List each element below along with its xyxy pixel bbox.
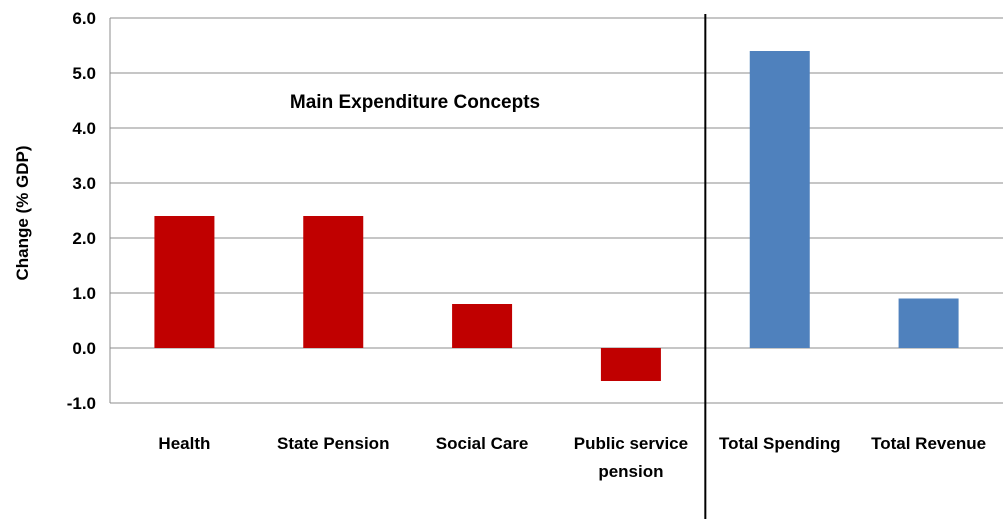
- x-category-label: Health: [158, 434, 210, 453]
- x-category-label: Total Spending: [719, 434, 841, 453]
- x-category-label: Total Revenue: [871, 434, 986, 453]
- x-category-label-line: pension: [598, 462, 663, 481]
- x-category-label-line: Public service: [574, 434, 688, 453]
- y-tick-label: 2.0: [72, 229, 96, 248]
- y-tick-labels: 6.0 5.0 4.0 3.0 2.0 1.0 0.0 -1.0: [67, 9, 96, 413]
- bar: [154, 216, 215, 348]
- x-category-label-line: Total Spending: [719, 434, 841, 453]
- x-category-label-line: State Pension: [277, 434, 389, 453]
- x-category-label-line: Total Revenue: [871, 434, 986, 453]
- y-tick-label: 6.0: [72, 9, 96, 28]
- y-tick-label: 5.0: [72, 64, 96, 83]
- y-tick-label: 4.0: [72, 119, 96, 138]
- bar: [749, 51, 810, 348]
- y-tick-label: 3.0: [72, 174, 96, 193]
- gridlines: [110, 17, 1003, 404]
- y-axis-title: Change (% GDP): [13, 145, 32, 280]
- x-category-label: State Pension: [277, 434, 389, 453]
- chart-annotation: Main Expenditure Concepts: [290, 92, 540, 113]
- y-tick-label: 1.0: [72, 284, 96, 303]
- bar: [898, 298, 959, 348]
- x-category-label: Social Care: [436, 434, 529, 453]
- x-category-labels: Health State Pension Social Care Public ser…: [158, 434, 986, 481]
- bar: [600, 348, 661, 381]
- x-category-label: Public service pension: [574, 434, 688, 481]
- bar: [452, 304, 513, 348]
- bars: [154, 51, 959, 381]
- y-tick-label: 0.0: [72, 339, 96, 358]
- y-tick-label: -1.0: [67, 394, 96, 413]
- x-category-label-line: Social Care: [436, 434, 529, 453]
- x-category-label-line: Health: [158, 434, 210, 453]
- bar: [303, 216, 364, 348]
